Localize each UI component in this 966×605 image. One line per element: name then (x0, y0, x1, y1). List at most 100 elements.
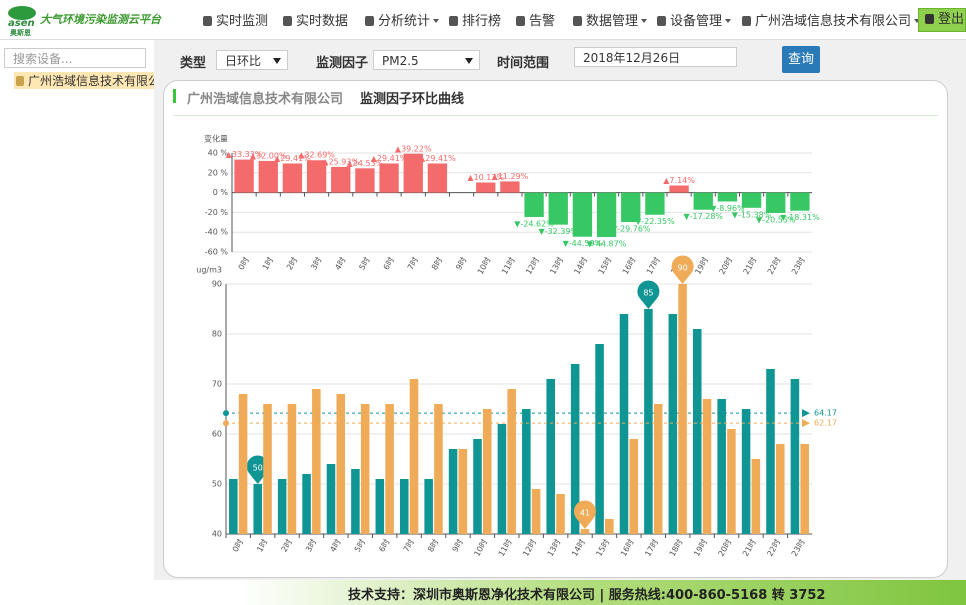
date-input[interactable]: 2018年12月26日 (574, 47, 737, 67)
filter-label: 监测因子 (316, 56, 369, 71)
button-text: 查询 (787, 52, 814, 67)
x-tick-label: 0时 (230, 537, 245, 553)
menu-item[interactable]: 实时数据 (283, 10, 348, 29)
x-tick-label: 8时 (429, 255, 444, 271)
x-tick-label: 17时 (642, 537, 660, 558)
factor-select[interactable]: PM2.5 (373, 50, 480, 70)
menu-item[interactable]: 分析统计 (365, 10, 439, 29)
bar (497, 424, 507, 534)
menu-item[interactable]: 广州浩域信息技术有限公司 (742, 10, 920, 29)
bar (572, 192, 593, 237)
logo-subtext: 奥斯恩 (10, 29, 31, 37)
bar (234, 159, 254, 193)
bar (448, 449, 458, 534)
menu-text: 广州浩域信息技术有限公司 (755, 14, 912, 29)
y-tick-label: 90 (212, 280, 222, 289)
menu-item[interactable]: 数据管理 (573, 10, 647, 29)
menu-item[interactable]: 实时监测 (203, 10, 268, 29)
bar (546, 379, 556, 534)
x-tick-label: 5时 (357, 255, 372, 271)
value-label: ▲32.69% (298, 151, 335, 160)
bar (336, 394, 346, 534)
bar (644, 309, 653, 534)
x-tick-label: 15时 (594, 537, 612, 558)
icon (925, 14, 934, 24)
bar (669, 185, 689, 193)
x-tick-label: 14时 (572, 255, 590, 276)
bar (253, 484, 263, 534)
icon (449, 16, 458, 26)
y-tick-label: 40 (212, 530, 222, 539)
x-tick-label: 2时 (279, 537, 294, 553)
value-label: ▲29.41% (371, 154, 408, 163)
tree-node[interactable]: 广州浩域信息技术有限公司 (14, 72, 175, 89)
menu-item[interactable]: 排行榜 (449, 10, 501, 29)
y-tick-label: -20 % (205, 208, 229, 217)
mark-point (671, 255, 694, 284)
bar (596, 192, 617, 238)
bar (570, 364, 580, 534)
navbar: asen 奥斯恩 大气环境污染监测云平台 实时监测 实时数据 分析统计 排行榜 … (0, 0, 966, 40)
accent-bar (173, 89, 176, 103)
icon (283, 16, 292, 26)
x-tick-label: 7时 (401, 537, 416, 553)
bar (351, 469, 360, 534)
search-input[interactable]: 搜索设备... (4, 48, 146, 68)
logo-text: asen (8, 18, 35, 29)
type-select[interactable]: 日环比 (216, 50, 288, 70)
bar (427, 163, 448, 193)
x-tick-label: 23时 (789, 537, 807, 558)
bar (531, 489, 541, 534)
y-tick-label: 40 % (208, 149, 229, 158)
menu-text: 分析统计 (378, 14, 431, 29)
query-button[interactable]: 查询 (782, 46, 820, 73)
panel-company: 广州浩域信息技术有限公司 (187, 92, 344, 107)
x-tick-label: 3时 (303, 537, 318, 553)
value-label: ▼-22.35% (635, 217, 675, 226)
y-tick-label: 60 (212, 430, 222, 439)
x-tick-label: 9时 (453, 255, 468, 271)
bar (263, 404, 272, 534)
bar (727, 429, 736, 534)
x-tick-label: 16时 (618, 537, 636, 558)
mark-point (573, 500, 596, 529)
site-title: 大气环境污染监测云平台 (40, 13, 161, 26)
x-tick-label: 11时 (496, 537, 514, 558)
bar (522, 409, 531, 534)
logout-button[interactable]: 登出 (918, 8, 966, 32)
value-label: ▲11.29% (492, 172, 529, 181)
x-tick-label: 3时 (308, 255, 323, 271)
bar (482, 409, 492, 534)
x-tick-label: 20时 (717, 255, 735, 276)
y-tick-label: 50 (212, 480, 222, 489)
bar (678, 284, 687, 534)
bar (473, 439, 482, 534)
bar (379, 163, 399, 193)
value-label: ▲33.33% (226, 150, 263, 159)
icon (516, 16, 525, 26)
divider (173, 115, 938, 116)
y-tick-label: -60 % (205, 248, 229, 257)
average-arrow (802, 409, 810, 418)
bar (360, 404, 370, 534)
logo-mark (8, 6, 36, 20)
bar (621, 192, 641, 223)
value-label: ▼-24.62% (514, 219, 554, 228)
menu-text: 排行榜 (462, 14, 502, 29)
bar (306, 160, 327, 193)
bar (653, 404, 663, 534)
x-tick-label: 10时 (472, 537, 490, 558)
menu-item[interactable]: 设备管理 (657, 10, 731, 29)
bar (258, 160, 278, 193)
menu-item[interactable]: 告警 (516, 10, 555, 29)
x-tick-label: 15时 (596, 255, 614, 276)
bar (476, 182, 496, 193)
x-tick-label: 2时 (284, 255, 299, 271)
value-label: ▲10.17% (467, 173, 504, 182)
average-label: 62.17 (814, 419, 837, 428)
bar (580, 529, 590, 534)
bar (326, 464, 336, 534)
average-label: 64.17 (814, 409, 837, 418)
x-tick-label: 22时 (765, 537, 783, 558)
x-tick-label: 7时 (405, 255, 420, 271)
